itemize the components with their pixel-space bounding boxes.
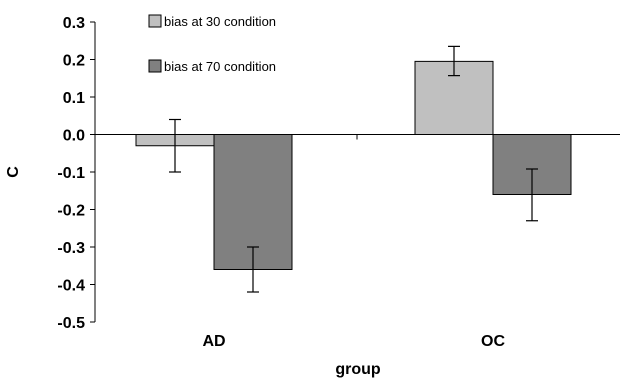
y-tick-label: -0.2: [57, 203, 85, 220]
y-tick-label: -0.4: [57, 278, 85, 295]
y-axis-title: C: [5, 166, 22, 178]
legend-label-bias-70: bias at 70 condition: [164, 59, 276, 74]
legend-label-bias-30: bias at 30 condition: [164, 14, 276, 29]
legend-swatch-bias-30: [148, 14, 162, 28]
x-axis-title: group: [335, 361, 381, 378]
y-tick-label: 0.2: [63, 53, 85, 70]
y-tick-label: 0.3: [63, 15, 85, 32]
category-label-oc: OC: [481, 333, 505, 350]
y-tick-label: -0.5: [57, 315, 85, 332]
legend: bias at 30 condition bias at 70 conditio…: [148, 14, 276, 74]
legend-item-bias-70: bias at 70 condition: [148, 59, 276, 74]
legend-swatch-bias-70: [148, 59, 162, 73]
y-tick-label: -0.3: [57, 240, 85, 257]
legend-item-bias-30: bias at 30 condition: [148, 14, 276, 29]
y-axis: 0.3 0.2 0.1 0.0 -0.1 -0.2 -0.3 -0.4 -0.5: [57, 15, 96, 332]
y-tick-label: -0.1: [57, 165, 85, 182]
y-tick-label: 0.0: [63, 128, 85, 145]
y-tick-label: 0.1: [63, 90, 85, 107]
category-label-ad: AD: [202, 333, 225, 350]
